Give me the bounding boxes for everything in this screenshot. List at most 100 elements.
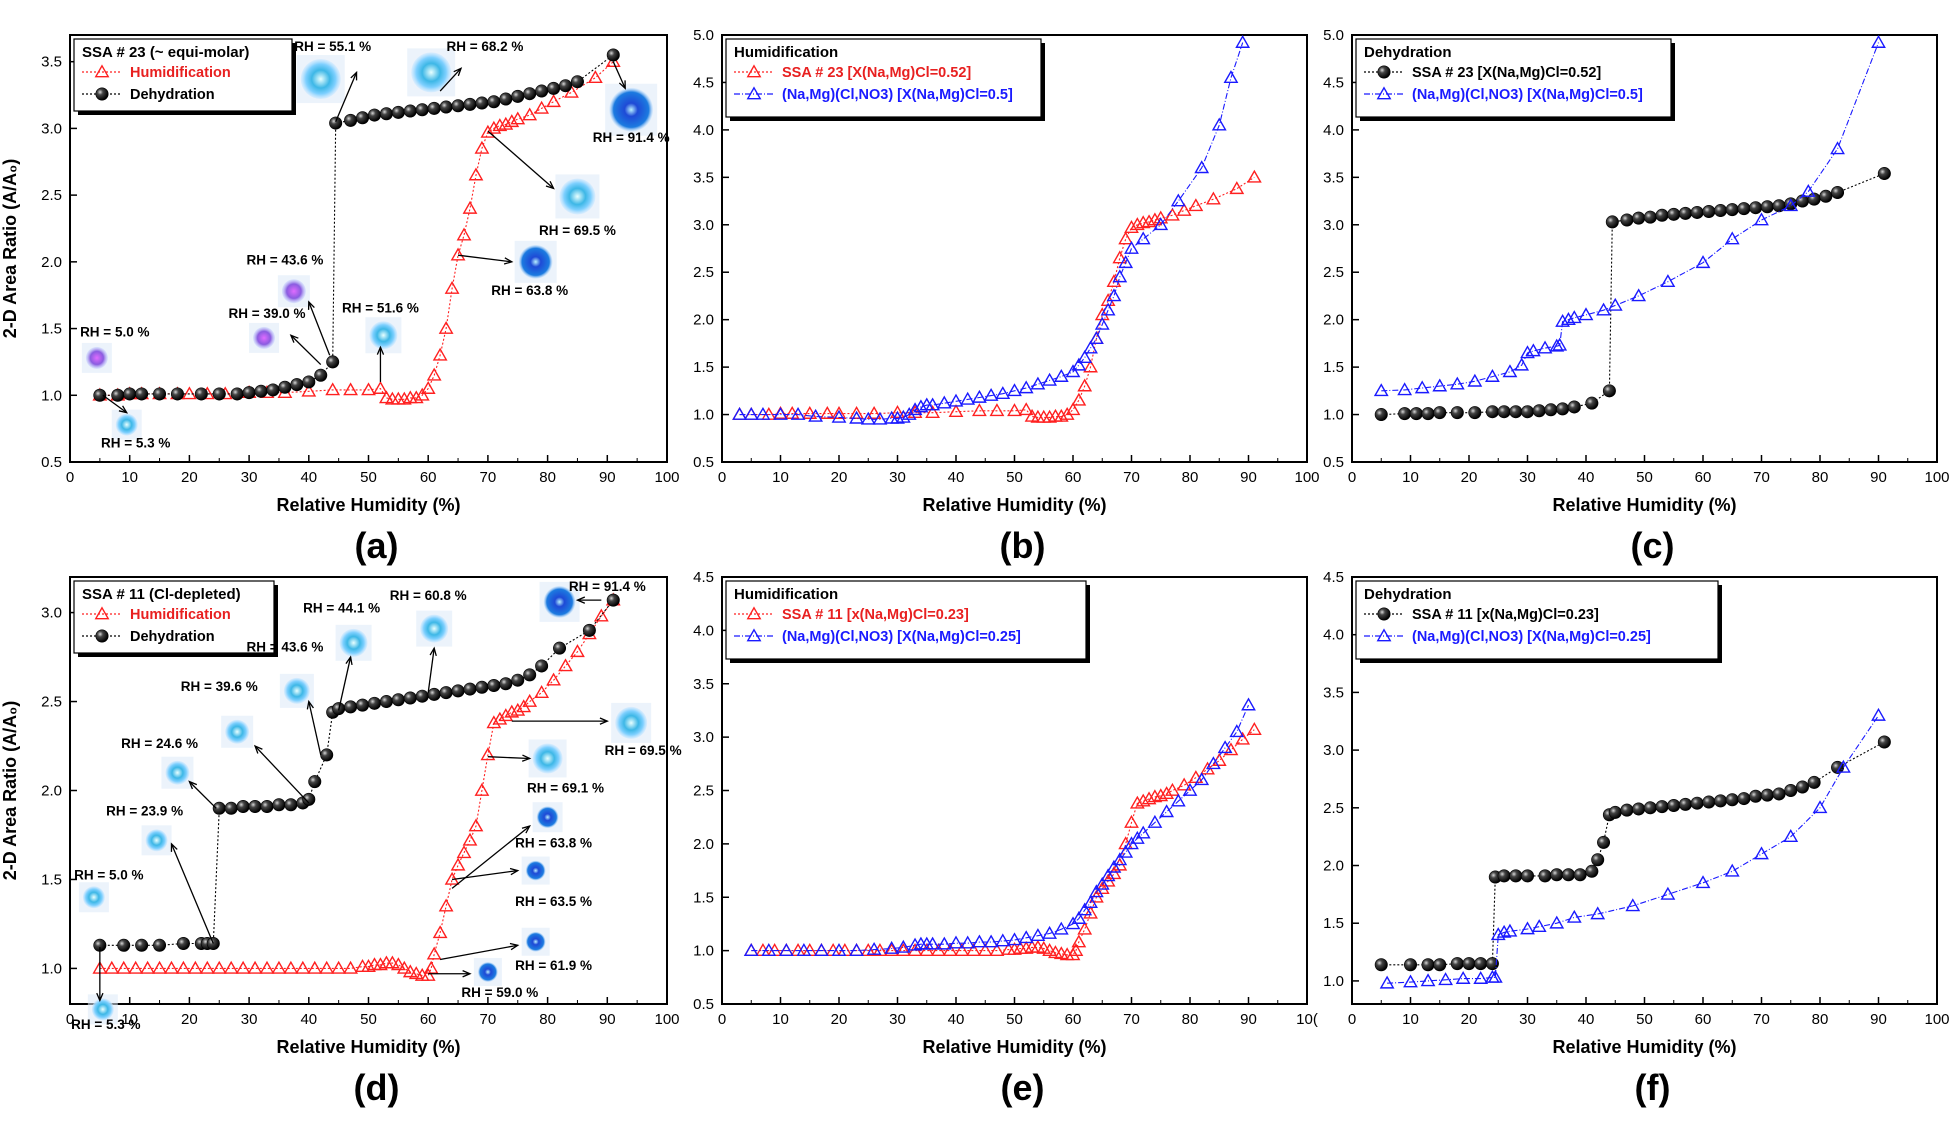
- data-point: [116, 960, 132, 974]
- data-point: [1578, 307, 1594, 321]
- data-point: [1485, 957, 1499, 971]
- data-point: [128, 960, 144, 974]
- x-tick-label: 10(: [1296, 1011, 1318, 1028]
- data-point: [523, 87, 537, 101]
- x-tick-label: 90: [1870, 1011, 1887, 1028]
- data-point: [1590, 906, 1606, 920]
- data-point: [1625, 898, 1641, 912]
- data-point: [1714, 204, 1728, 218]
- annotation-arrowhead: [429, 646, 437, 657]
- data-point: [849, 943, 864, 956]
- data-point: [755, 406, 771, 420]
- data-point: [1556, 402, 1570, 416]
- data-point: [564, 84, 579, 98]
- data-point: [732, 406, 747, 420]
- y-tick-label: 1.5: [1323, 915, 1344, 932]
- x-tick-label: 20: [831, 1011, 848, 1028]
- data-point: [426, 367, 442, 381]
- data-point: [522, 107, 538, 121]
- data-point: [1608, 805, 1622, 819]
- y-tick-label: 2.5: [1323, 800, 1344, 817]
- x-tick-label: 90: [599, 469, 616, 486]
- annotation-arrowhead: [453, 67, 463, 77]
- x-tick-label: 60: [1695, 1011, 1712, 1028]
- x-tick-label: 70: [1753, 469, 1770, 486]
- data-point: [1643, 210, 1657, 224]
- data-point: [1544, 403, 1558, 417]
- rh-annotation: RH = 59.0 %: [461, 985, 538, 1000]
- data-point: [1807, 775, 1821, 789]
- data-point: [558, 658, 573, 672]
- data-point: [271, 960, 287, 974]
- droplet-image: [559, 178, 596, 215]
- x-tick-label: 20: [831, 469, 848, 486]
- y-tick-label: 2.0: [1323, 858, 1344, 875]
- annotation-arrowhead: [306, 699, 314, 710]
- data-point: [1100, 302, 1116, 316]
- legend-entry: SSA # 23 [X(Na,Mg)Cl=0.52]: [782, 65, 971, 81]
- legend-box: [1355, 580, 1719, 660]
- data-point: [1725, 793, 1739, 807]
- legend-entry: Humidification: [130, 607, 231, 623]
- legend-box: [73, 38, 293, 112]
- data-point: [971, 934, 987, 948]
- data-point: [1153, 210, 1169, 224]
- data-point: [423, 960, 439, 974]
- data-point: [587, 70, 603, 84]
- y-tick-label: 4.0: [693, 622, 714, 639]
- data-point: [1379, 975, 1395, 989]
- x-tick-label: 100: [654, 1011, 679, 1028]
- x-tick-label: 70: [1123, 469, 1140, 486]
- data-point: [1433, 958, 1447, 972]
- data-point: [1071, 357, 1087, 371]
- x-axis-label: Relative Humidity (%): [1552, 495, 1736, 515]
- data-point: [1620, 213, 1634, 227]
- data-point: [1071, 392, 1087, 406]
- y-tick-label: 4.0: [693, 122, 714, 139]
- data-point: [302, 792, 316, 806]
- data-point: [498, 116, 514, 130]
- data-point: [1496, 924, 1512, 938]
- panel-f: 0 10 20 30 40 50 60 70 80 90 100 1.0 1.5 2.0 2.5 3.0 3.5…: [1323, 569, 1949, 1108]
- data-point: [1724, 231, 1740, 245]
- legend-title: Humidification: [734, 44, 838, 61]
- y-tick-label: 1.5: [693, 889, 714, 906]
- legend-title: Humidification: [734, 586, 838, 603]
- data-point: [1030, 928, 1046, 942]
- y-tick-label: 5.0: [693, 27, 714, 44]
- data-point: [995, 933, 1011, 947]
- data-point: [511, 89, 525, 103]
- data-point: [1532, 404, 1546, 418]
- data-point: [1135, 825, 1151, 839]
- y-tick-label: 2.0: [693, 836, 714, 853]
- legend-marker: [95, 629, 109, 643]
- annotation-arrowhead: [509, 942, 520, 951]
- data-point: [420, 380, 436, 394]
- data-point: [343, 382, 358, 396]
- x-tick-label: 50: [1636, 1011, 1653, 1028]
- data-point: [796, 943, 812, 956]
- data-point: [1795, 780, 1809, 794]
- data-point: [1421, 407, 1435, 421]
- legend-entry: SSA # 23 [X(Na,Mg)Cl=0.52]: [1412, 65, 1601, 81]
- annotation-arrow: [335, 72, 358, 122]
- data-point: [1042, 372, 1058, 386]
- data-point: [1217, 740, 1233, 754]
- y-tick-label: 2.0: [41, 783, 62, 800]
- y-tick-label: 2.5: [41, 694, 62, 711]
- data-point: [814, 943, 829, 956]
- rh-annotation: RH = 5.0 %: [80, 325, 149, 340]
- data-point: [1421, 958, 1435, 972]
- data-point: [1176, 202, 1192, 216]
- data-point: [1241, 697, 1256, 711]
- rh-annotation: RH = 5.3 %: [101, 435, 170, 450]
- data-point: [391, 693, 405, 707]
- annotation-arrow: [188, 781, 217, 809]
- y-tick-label: 1.0: [41, 960, 62, 977]
- data-point: [1432, 378, 1448, 392]
- data-point: [819, 405, 835, 419]
- x-tick-label: 80: [1182, 1011, 1199, 1028]
- data-point: [1042, 943, 1058, 956]
- data-point: [1812, 800, 1828, 814]
- data-point: [802, 405, 818, 419]
